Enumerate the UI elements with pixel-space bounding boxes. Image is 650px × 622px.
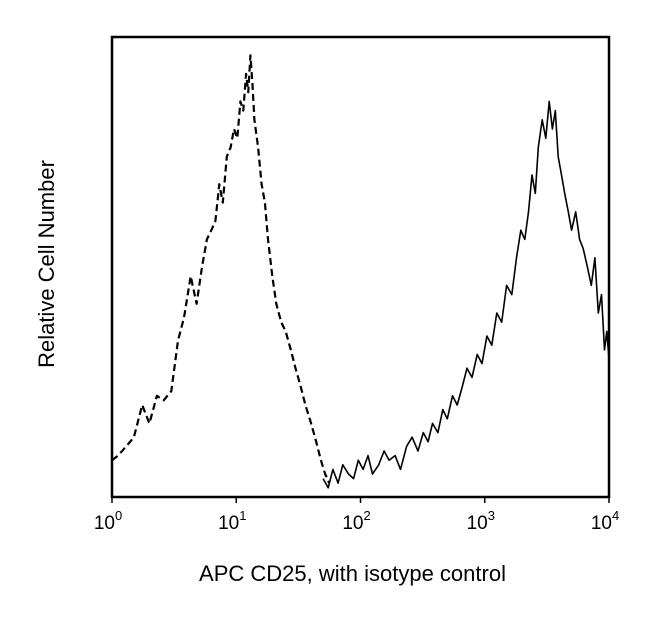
plot-marks bbox=[111, 54, 610, 489]
x-tick-label: 102 bbox=[342, 508, 370, 534]
x-tick-label: 100 bbox=[94, 508, 122, 534]
series-line-isotype-dashed bbox=[111, 54, 331, 484]
x-axis-ticks: 100 101 102 103 104 bbox=[94, 497, 619, 534]
x-tick-label: 104 bbox=[591, 508, 619, 534]
x-tick-label: 103 bbox=[467, 508, 495, 534]
y-axis-label: Relative Cell Number bbox=[34, 160, 59, 368]
plot-frame bbox=[110, 35, 611, 499]
x-axis-label: APC CD25, with isotype control bbox=[199, 561, 506, 586]
series-line-cd25-solid bbox=[322, 100, 610, 489]
x-tick-label: 101 bbox=[218, 508, 246, 534]
